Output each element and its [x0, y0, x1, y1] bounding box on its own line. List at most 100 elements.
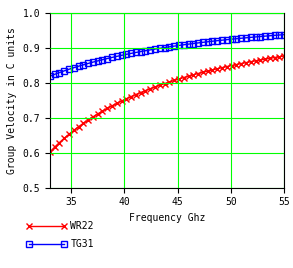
- TG31: [225, 38, 229, 41]
- TG31: [101, 58, 104, 61]
- WR22: [244, 61, 248, 64]
- TG31: [86, 62, 90, 65]
- WR22: [153, 85, 157, 88]
- TG31: [139, 50, 142, 53]
- WR22: [282, 54, 286, 58]
- WR22: [230, 64, 233, 67]
- WR22: [182, 76, 185, 79]
- TG31: [134, 51, 138, 54]
- TG31: [268, 34, 272, 37]
- TG31: [258, 35, 262, 38]
- TG31: [110, 56, 114, 59]
- WR22: [168, 80, 171, 84]
- WR22: [258, 58, 262, 62]
- WR22: [201, 71, 205, 74]
- TG31: [230, 38, 233, 41]
- TG31: [53, 73, 56, 76]
- X-axis label: Frequency Ghz: Frequency Ghz: [129, 213, 205, 223]
- WR22: [58, 141, 61, 144]
- WR22: [110, 104, 114, 107]
- TG31: [273, 34, 276, 37]
- WR22: [172, 79, 176, 82]
- WR22: [77, 125, 80, 128]
- WR22: [225, 65, 229, 68]
- TG31: [187, 43, 190, 46]
- WR22: [158, 84, 162, 87]
- TG31: [206, 40, 209, 43]
- WR22: [134, 93, 138, 96]
- TG31: [263, 35, 267, 38]
- WR22: [177, 77, 181, 81]
- TG31: [149, 48, 152, 51]
- TG31: [172, 44, 176, 48]
- TG31: [278, 34, 281, 37]
- WR22: [268, 57, 272, 60]
- TG31: [125, 53, 128, 56]
- WR22: [187, 75, 190, 78]
- WR22: [105, 107, 109, 110]
- TG31: [168, 45, 171, 49]
- TG31: [220, 39, 224, 42]
- TG31: [48, 75, 52, 78]
- WR22: [53, 146, 56, 149]
- TG31: [115, 55, 119, 58]
- WR22: [273, 56, 276, 59]
- TG31: [249, 36, 253, 39]
- Text: WR22: WR22: [70, 221, 94, 232]
- TG31: [144, 49, 147, 52]
- TG31: [77, 65, 80, 68]
- WR22: [220, 66, 224, 69]
- TG31: [62, 69, 66, 73]
- TG31: [105, 57, 109, 60]
- TG31: [282, 33, 286, 36]
- TG31: [244, 36, 248, 39]
- WR22: [192, 73, 195, 76]
- WR22: [235, 63, 238, 66]
- TG31: [96, 59, 99, 62]
- WR22: [96, 112, 99, 116]
- WR22: [254, 59, 257, 62]
- TG31: [91, 61, 95, 64]
- TG31: [72, 66, 76, 69]
- WR22: [130, 95, 133, 98]
- TG31: [254, 35, 257, 39]
- TG31: [177, 44, 181, 47]
- WR22: [211, 68, 214, 72]
- WR22: [196, 72, 200, 75]
- WR22: [215, 67, 219, 70]
- TG31: [201, 41, 205, 44]
- TG31: [239, 37, 243, 40]
- WR22: [67, 133, 71, 136]
- WR22: [101, 110, 104, 113]
- TG31: [235, 37, 238, 40]
- Line: WR22: WR22: [47, 53, 287, 155]
- WR22: [120, 99, 123, 103]
- WR22: [249, 60, 253, 63]
- WR22: [239, 62, 243, 65]
- WR22: [278, 55, 281, 58]
- TG31: [182, 43, 185, 46]
- TG31: [163, 46, 166, 49]
- TG31: [81, 63, 85, 66]
- WR22: [206, 69, 209, 73]
- Line: TG31: TG31: [47, 32, 287, 79]
- WR22: [144, 89, 147, 92]
- TG31: [67, 68, 71, 71]
- TG31: [153, 47, 157, 51]
- TG31: [211, 40, 214, 43]
- WR22: [163, 82, 166, 85]
- Text: TG31: TG31: [70, 239, 94, 249]
- WR22: [149, 87, 152, 90]
- Y-axis label: Group Velocity in C units: Group Velocity in C units: [7, 27, 17, 174]
- TG31: [192, 42, 195, 45]
- WR22: [62, 137, 66, 140]
- TG31: [158, 47, 162, 50]
- TG31: [120, 54, 123, 57]
- WR22: [81, 122, 85, 125]
- TG31: [130, 52, 133, 55]
- WR22: [115, 102, 119, 105]
- WR22: [91, 115, 95, 118]
- WR22: [263, 58, 267, 61]
- TG31: [196, 41, 200, 44]
- WR22: [72, 129, 76, 132]
